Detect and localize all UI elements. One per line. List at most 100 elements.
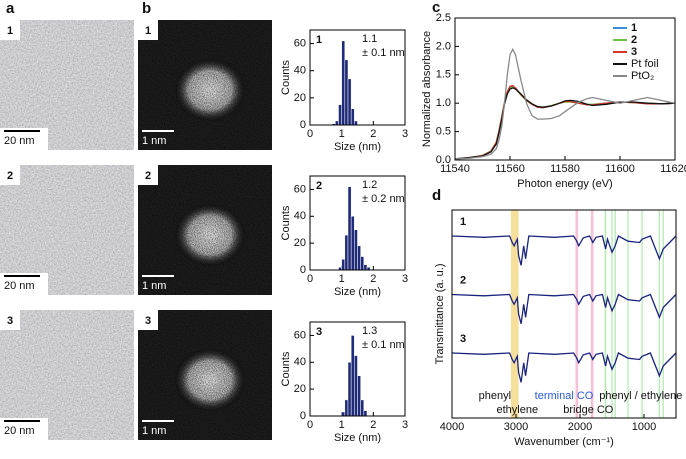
chart-label: 1 (316, 34, 322, 46)
y-tick-label: 0 (300, 264, 306, 276)
x-axis-label: Photon energy (eV) (517, 178, 612, 190)
plot-frame (309, 175, 406, 271)
series-label: 3 (460, 333, 466, 345)
size-annotation: 1.2 (362, 179, 377, 191)
y-tick-label: 40 (294, 65, 306, 77)
size-annotation: ± 0.2 nm (362, 193, 405, 205)
histogram-bar (347, 362, 352, 417)
x-axis-label: Size (nm) (334, 141, 381, 153)
series-label: 1 (460, 216, 466, 228)
histogram-bar (341, 40, 346, 126)
highlight-band (575, 210, 579, 418)
histogram-bar (335, 120, 339, 126)
highlight-band (614, 210, 616, 418)
y-tick-label: 60 (294, 329, 306, 341)
y-tick-label: 20 (294, 92, 306, 104)
particle (174, 348, 246, 412)
histogram-bar (344, 399, 349, 417)
highlight-band (510, 210, 519, 418)
histogram-bar (360, 399, 365, 417)
chart-label: 3 (316, 326, 322, 338)
image-label: 1 (7, 25, 13, 37)
x-tick-label: 2 (370, 128, 376, 140)
y-axis-label: Counts (280, 351, 292, 386)
histogram-bar (360, 256, 365, 271)
particle (174, 58, 246, 122)
x-tick-label: 0 (307, 273, 313, 285)
highlight-band (627, 210, 629, 418)
label-box (138, 310, 158, 330)
image-label: 3 (7, 315, 13, 327)
x-axis-label: Size (nm) (334, 286, 381, 298)
x-tick-label: 1 (339, 273, 345, 285)
x-tick-label: 11580 (550, 163, 580, 175)
series-line (454, 85, 676, 160)
legend-label: 3 (631, 46, 637, 58)
histogram-bar (363, 410, 368, 417)
histogram-bar (347, 186, 352, 271)
highlight-band (611, 210, 613, 418)
series-line (454, 87, 676, 160)
legend-label: PtO₂ (631, 70, 654, 82)
legend-label: Pt foil (631, 58, 659, 70)
series-line (451, 352, 677, 383)
x-tick-label: 0 (307, 128, 313, 140)
label-box (0, 165, 20, 185)
histogram-bar (357, 375, 361, 417)
x-tick-label: 4000 (440, 421, 464, 433)
histogram-bar (350, 108, 355, 126)
label-box (0, 20, 20, 40)
histogram-bar (354, 120, 358, 126)
histogram-bar (357, 245, 361, 271)
image-label: 2 (145, 170, 151, 182)
x-tick-label: 0 (307, 419, 313, 431)
x-tick-label: 3 (402, 419, 408, 431)
plot-frame (454, 17, 676, 161)
x-tick-label: 1000 (632, 421, 656, 433)
y-tick-label: 0 (300, 410, 306, 422)
plot-frame (309, 321, 406, 417)
y-tick-label: 60 (294, 37, 306, 49)
x-tick-label: 1 (339, 419, 345, 431)
x-tick-label: 2000 (568, 421, 592, 433)
chart-label: 2 (316, 180, 322, 192)
highlight-band (658, 210, 660, 418)
y-tick-label: 0.0 (436, 154, 451, 166)
histogram-bar (350, 335, 355, 417)
size-annotation: ± 0.1 nm (362, 339, 405, 351)
scale-label: 20 nm (4, 280, 35, 292)
plot-frame (309, 29, 406, 126)
x-axis-label: Wavenumber (cm⁻¹) (514, 436, 614, 448)
histogram-bar (341, 259, 346, 271)
label-box (138, 165, 158, 185)
panel-label: a (6, 0, 15, 17)
highlight-band (604, 210, 607, 418)
size-annotation: 1.3 (362, 325, 377, 337)
y-tick-label: 1.0 (436, 97, 451, 109)
histogram-bar (363, 264, 368, 271)
series-label: 2 (460, 274, 466, 286)
histogram-bar (354, 355, 358, 417)
y-axis-label: Transmittance (a. u.) (434, 263, 446, 364)
y-tick-label: 20 (294, 383, 306, 395)
y-tick-label: 0.5 (436, 126, 451, 138)
scale-label: 1 nm (142, 280, 166, 292)
scale-label: 20 nm (4, 425, 35, 437)
label-box (138, 20, 158, 40)
y-axis-label: Counts (280, 205, 292, 240)
series-line (454, 47, 676, 160)
band-annotation: terminal CO (535, 390, 594, 402)
image-label: 2 (7, 170, 13, 182)
x-axis-label: Size (nm) (334, 432, 381, 444)
histogram-bar (354, 229, 358, 271)
particle (174, 203, 246, 267)
scale-label: 1 nm (142, 135, 166, 147)
scale-box (0, 128, 48, 150)
y-tick-label: 0 (300, 119, 306, 131)
histogram-bar (341, 411, 346, 417)
y-axis-label: Normalized absorbance (421, 31, 433, 147)
x-tick-label: 3 (402, 273, 408, 285)
band-annotation: ethylene (496, 404, 538, 416)
